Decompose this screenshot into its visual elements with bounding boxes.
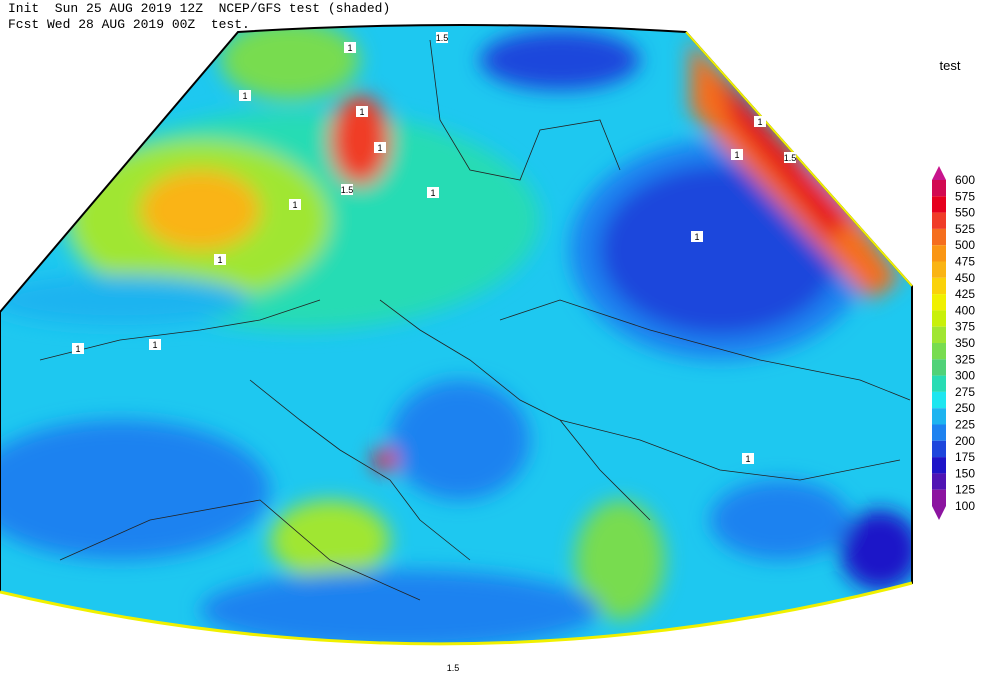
contour-label: 1 [694,232,699,242]
colorbar-box [932,212,946,229]
contour-label-bg [691,231,703,242]
contour-label-bg [754,116,766,127]
contour-label: 1.5 [341,185,354,195]
contour-label: 1.5 [436,33,449,43]
colorbar-label: 250 [955,401,975,415]
contour-labels: 1.5 1 1 1 1 1.5 1 1 1 1.5 1 1 1 1 1 1.5 1 [72,32,796,673]
colorbar-box [932,489,946,506]
contour-label: 1 [217,255,222,265]
contour-label: 1 [75,344,80,354]
header-line: Init Sun 25 AUG 2019 12Z NCEP/GFS test (… [8,1,391,16]
colorbar-label: 175 [955,450,975,464]
colorbar-label: 225 [955,418,975,432]
colorbar-over [932,166,946,180]
colorbar-box [932,359,946,376]
contour-label: 1 [745,454,750,464]
contour-label-bg [374,142,386,153]
colorbar-label: 500 [955,238,975,252]
colorbar-label: 600 [955,173,975,187]
colorbar-box [932,294,946,311]
colorbar-label: 350 [955,336,975,350]
colorbar-label: 300 [955,369,975,383]
contour-label-bg [214,254,226,265]
colorbar-box [932,228,946,246]
contour-label: 1.5 [784,153,797,163]
colorbar-box [932,261,946,278]
colorbar-label: 325 [955,352,975,366]
colorbar-label: 525 [955,222,975,236]
colorbar-label: 375 [955,320,975,334]
colorbar-box [932,457,946,474]
header-line: Fcst Wed 28 AUG 2019 00Z test. [8,17,250,32]
contour-label: 1 [152,340,157,350]
colorbar-label: 150 [955,466,975,480]
contour-label-bg [447,662,459,673]
contour-label: 1 [757,117,762,127]
legend-title: test [940,58,961,73]
colorbar-box [932,408,946,425]
colorbar-label: 200 [955,434,975,448]
contour-label: 1 [359,107,364,117]
contour-label-bg [742,453,754,464]
contour-label: 1 [734,150,739,160]
contour-label-bg [356,106,368,117]
contour-label-bg [427,187,439,198]
colorbar: 600 575 550 525 500 475 450 425 400 375 350 325 300 2… [932,166,975,520]
map-edge [685,31,913,287]
contour-label: 1 [242,91,247,101]
colorbar-box [932,424,946,441]
contour-label: 1 [292,200,297,210]
colorbar-label: 575 [955,189,975,203]
coastlines [39,39,911,601]
contour-label: 1.5 [447,663,460,673]
colorbar-box [932,343,946,360]
colorbar-under [932,506,946,520]
contour-label: 1 [347,43,352,53]
contour-label-bg [149,339,161,350]
colorbar-label: 400 [955,303,975,317]
contour-label: 1 [377,143,382,153]
contour-label-bg [341,184,353,195]
contour-label-bg [436,32,448,43]
colorbar-label: 550 [955,206,975,220]
colorbar-label: 450 [955,271,975,285]
contour-label: 1 [430,188,435,198]
colorbar-box [932,326,946,343]
colorbar-box [932,473,946,490]
contour-label-bg [239,90,251,101]
colorbar-label: 475 [955,255,975,269]
colorbar-label: 275 [955,385,975,399]
colorbar-box [932,277,946,295]
colorbar-box [932,245,946,262]
colorbar-box [932,196,946,213]
colorbar-box [932,391,946,409]
contour-label-bg [289,199,301,210]
colorbar-box [932,440,946,458]
contour-label-bg [784,152,796,163]
contour-label-bg [72,343,84,354]
colorbar-box [932,310,946,327]
colorbar-label: 100 [955,499,975,513]
colorbar-box [932,375,946,392]
colorbar-label: 425 [955,287,975,301]
map-edge [0,581,913,646]
contour-label-bg [731,149,743,160]
colorbar-label: 125 [955,483,975,497]
contour-label-bg [344,42,356,53]
colorbar-box [932,180,946,197]
